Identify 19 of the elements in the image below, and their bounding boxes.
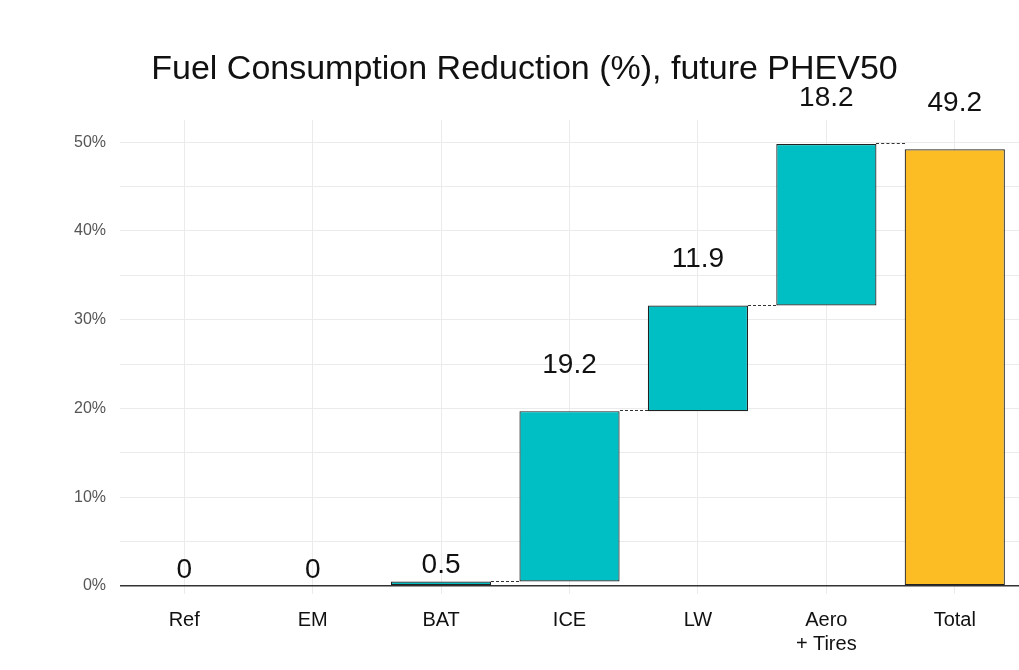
data-label: 11.9 (671, 242, 725, 274)
x-tick-label: BAT (422, 607, 460, 630)
data-label: 0.5 (421, 548, 461, 580)
y-tick-label: 0% (82, 576, 107, 594)
y-tick-label: 30% (73, 310, 107, 328)
x-tick-label: LW (683, 607, 713, 630)
x-tick-label: Ref (168, 607, 201, 630)
x-tick-label: Aero + Tires (796, 607, 857, 654)
y-tick-label: 10% (73, 487, 107, 505)
x-tick-label: EM (297, 607, 328, 630)
data-label: 19.2 (542, 347, 597, 379)
y-tick-label: 40% (73, 221, 107, 239)
data-label: 49.2 (927, 86, 983, 118)
data-label: 0 (304, 552, 321, 584)
x-tick-label: Total (933, 607, 976, 630)
y-tick-label: 20% (73, 398, 107, 416)
data-label: 0 (176, 552, 193, 584)
y-tick-label: 50% (73, 132, 107, 150)
x-tick-label: ICE (552, 607, 587, 630)
